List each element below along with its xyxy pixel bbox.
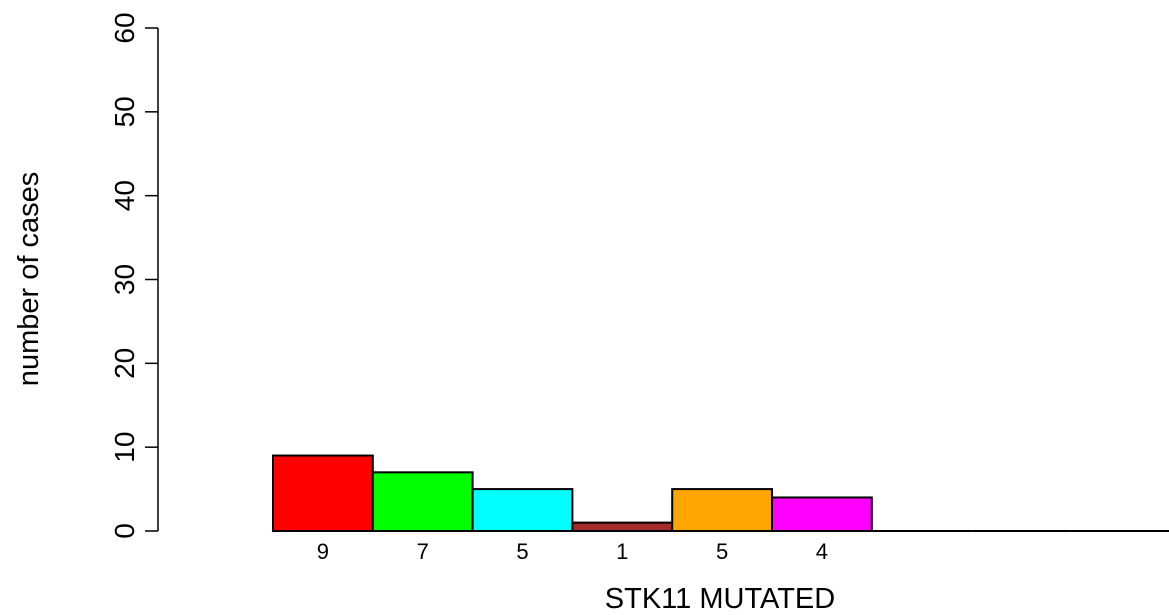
category-label: 5 xyxy=(716,539,728,564)
y-tick-label: 40 xyxy=(109,180,140,211)
bars xyxy=(272,454,1169,533)
y-tick-label: 30 xyxy=(109,264,140,295)
y-axis: 0 10 20 30 40 50 60 xyxy=(109,12,159,539)
y-tick-label: 0 xyxy=(109,523,140,539)
category-label: 4 xyxy=(816,539,828,564)
y-tick-label: 20 xyxy=(109,348,140,379)
x-axis-title: STK11 MUTATED xyxy=(605,583,835,615)
y-tick-label: 60 xyxy=(109,12,140,43)
y-axis-title: number of cases xyxy=(13,172,45,386)
y-tick-label: 50 xyxy=(109,96,140,127)
bar xyxy=(371,471,474,533)
bar xyxy=(471,488,574,533)
bar xyxy=(272,454,374,532)
category-labels: 9 7 5 1 5 4 xyxy=(317,539,828,564)
y-tick-label: 10 xyxy=(109,432,140,463)
bar xyxy=(571,521,674,532)
category-label: 9 xyxy=(317,539,329,564)
category-label: 5 xyxy=(516,539,528,564)
category-label: 1 xyxy=(616,539,628,564)
bar xyxy=(771,496,873,533)
bar xyxy=(671,488,774,533)
category-label: 7 xyxy=(417,539,429,564)
